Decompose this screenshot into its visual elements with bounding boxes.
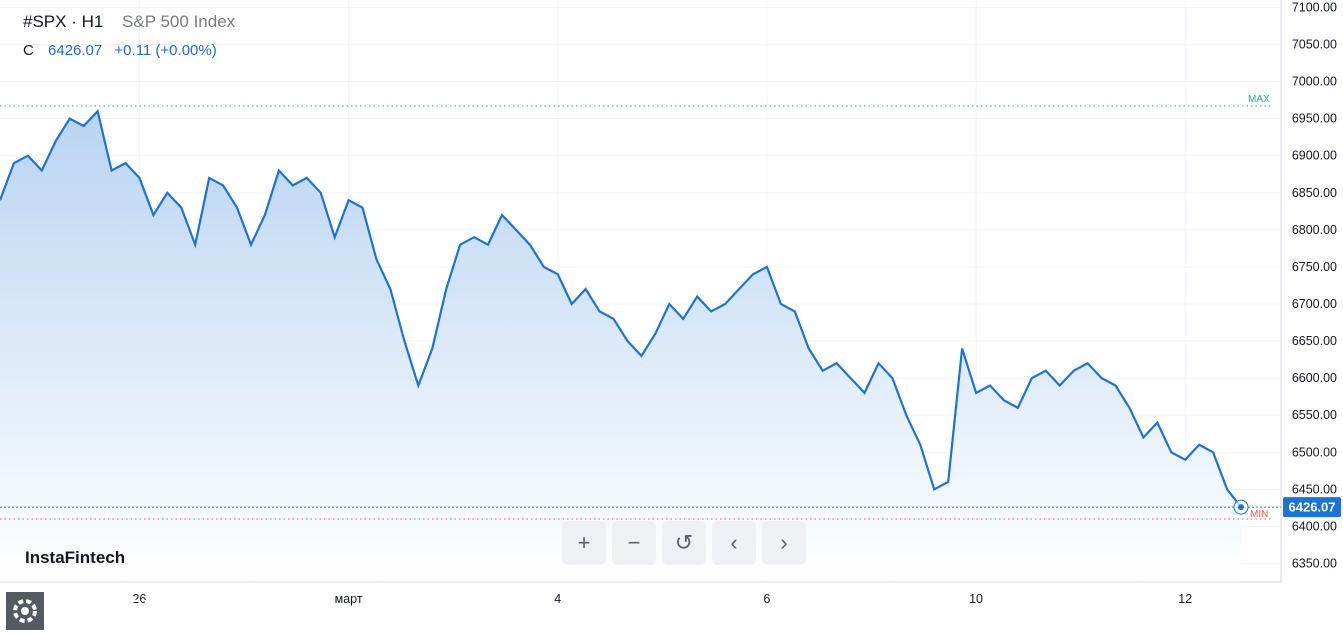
symbol-title[interactable]: #SPX · H1	[23, 12, 104, 31]
close-label: C	[23, 42, 34, 59]
instaforex-logo[interactable]: instaforex Instant Forex Trading	[6, 590, 186, 632]
y-tick-label: 6550.00	[1292, 408, 1337, 422]
scroll-right-button[interactable]: ›	[762, 521, 806, 565]
x-tick-label: 4	[554, 592, 561, 606]
close-value: 6426.07	[48, 42, 103, 59]
zoom-out-button[interactable]: −	[612, 521, 656, 565]
price-legend: C 6426.07 +0.11 (+0.00%)	[23, 42, 217, 59]
y-tick-label: 6400.00	[1292, 519, 1337, 533]
chart-toolbar: + − ↺ ‹ ›	[562, 521, 806, 565]
chart-header: #SPX · H1 S&P 500 Index	[23, 12, 235, 32]
instaforex-logo-icon	[6, 592, 44, 630]
y-tick-label: 6650.00	[1292, 334, 1337, 348]
y-tick-label: 7000.00	[1292, 75, 1337, 89]
last-price-tag: 6426.07	[1283, 497, 1341, 518]
zoom-in-button[interactable]: +	[562, 521, 606, 565]
scroll-left-button[interactable]: ‹	[712, 521, 756, 565]
y-tick-label: 7050.00	[1292, 37, 1337, 51]
y-tick-label: 6800.00	[1292, 223, 1337, 237]
y-tick-label: 6750.00	[1292, 260, 1337, 274]
y-tick-label: 7100.00	[1292, 0, 1337, 14]
symbol-description: S&P 500 Index	[122, 12, 236, 31]
y-tick-label: 6450.00	[1292, 482, 1337, 496]
x-tick-label: 6	[763, 592, 770, 606]
y-tick-label: 6900.00	[1292, 149, 1337, 163]
min-label: MIN	[1250, 509, 1268, 520]
x-tick-label: 10	[969, 592, 983, 606]
reset-view-button[interactable]: ↺	[662, 521, 706, 565]
price-line	[0, 108, 1242, 508]
price-change: +0.11 (+0.00%)	[114, 42, 217, 59]
y-tick-label: 6350.00	[1292, 556, 1337, 570]
logo-brand: instaforex	[44, 590, 157, 620]
price-axis[interactable]: 7100.00 7050.00 7000.00 6950.00 6900.00 6850.…	[1292, 0, 1337, 570]
time-axis[interactable]: 26март461012161820242630	[132, 592, 1343, 606]
y-tick-label: 6950.00	[1292, 112, 1337, 126]
x-tick-label: 26	[132, 592, 146, 606]
y-tick-label: 6600.00	[1292, 371, 1337, 385]
y-tick-label: 6850.00	[1292, 186, 1337, 200]
y-tick-label: 6500.00	[1292, 445, 1337, 459]
x-tick-label: март	[335, 592, 363, 606]
logo-tagline: Instant Forex Trading	[46, 618, 150, 630]
price-area	[0, 111, 1241, 582]
y-tick-label: 6700.00	[1292, 297, 1337, 311]
instafintech-watermark: InstaFintech	[25, 548, 126, 567]
last-price-tag-text: 6426.07	[1289, 500, 1336, 515]
last-price-dot	[1238, 504, 1244, 511]
x-tick-label: 12	[1178, 592, 1192, 606]
max-label: MAX	[1248, 94, 1270, 105]
